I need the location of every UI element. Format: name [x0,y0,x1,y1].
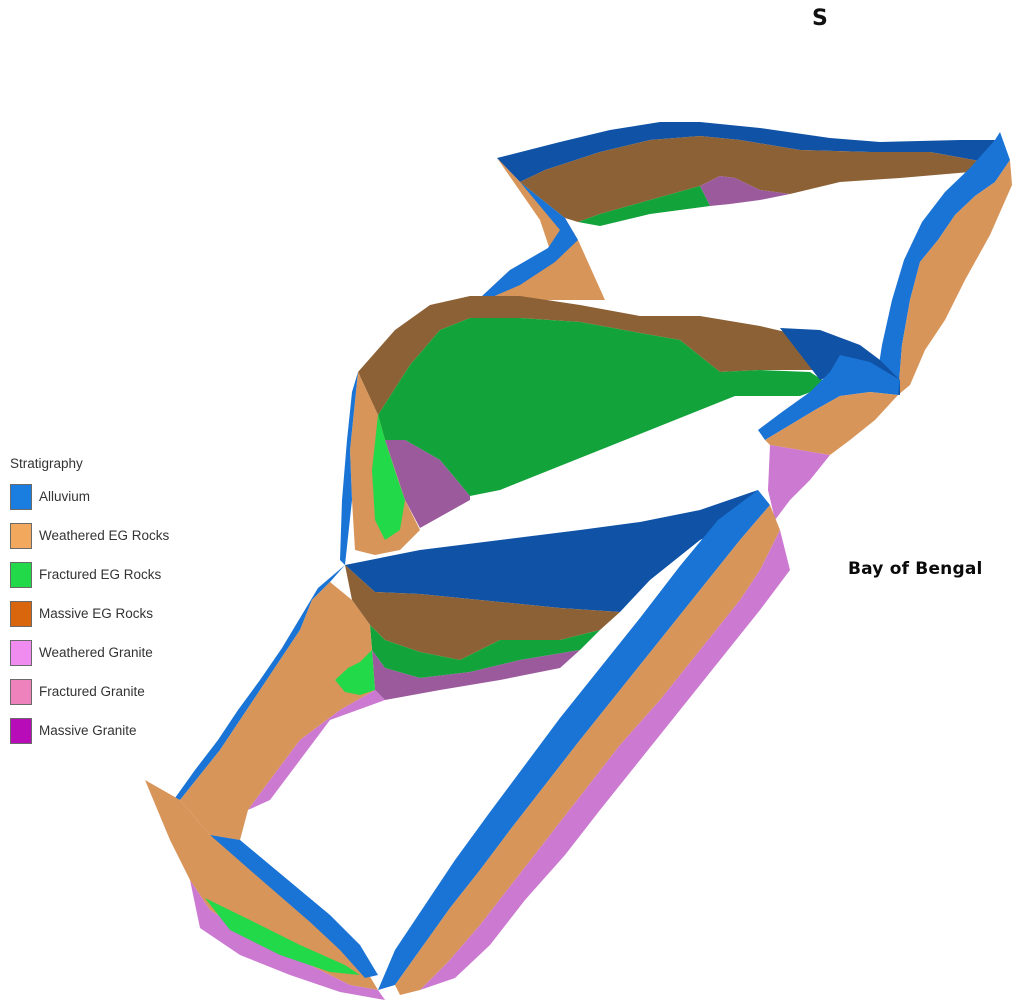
legend-swatch [10,678,32,705]
legend-item-weathered-granite: Weathered Granite [10,633,230,672]
alluvium-side-diagonal [378,490,770,990]
legend-label: Fractured EG Rocks [39,567,162,582]
fence-panel-middle [340,296,900,565]
legend-item-alluvium: Alluvium [10,477,230,516]
alluvium-side-north [480,182,578,298]
legend-label: Massive EG Rocks [39,606,154,621]
legend-swatch [10,717,32,744]
fence-panel-east-lower [758,355,900,520]
legend-item-weathered-eg-rocks: Weathered EG Rocks [10,516,230,555]
weathered-eg-top-south-middle [345,565,620,660]
fractured-eg-top-middle [378,318,830,496]
sea-label: Bay of Bengal [848,559,983,579]
fractured-eg-side-middle [372,415,405,540]
legend-swatch [10,483,32,510]
fractured-eg-side-west [335,650,375,695]
granite-top-south-middle [372,650,580,700]
legend-label: Massive Granite [39,723,137,738]
fence-panel-west [175,565,385,840]
alluvium-top-south-middle [345,490,760,612]
legend-label: Weathered EG Rocks [39,528,170,543]
alluvium-side-southwest [210,835,378,978]
granite-top-middle [385,440,470,528]
weathered-eg-side-east [898,160,1012,395]
granite-side-west [248,690,385,810]
weathered-eg-top-middle [358,296,850,415]
weathered-eg-side-east-lower [765,392,898,455]
weathered-eg-side-west [180,582,375,840]
fence-panel-southwest [145,780,385,1000]
stratigraphy-legend: Stratigraphy Alluvium Weathered EG Rocks… [10,456,230,750]
legend-swatch [10,639,32,666]
legend-item-massive-granite: Massive Granite [10,711,230,750]
alluvium-side-east-lower [758,355,900,440]
legend-swatch [10,522,32,549]
fence-panel-south-middle [345,490,760,700]
granite-side-east-lower [768,445,830,520]
legend-swatch [10,600,32,627]
granite-side-southwest [190,880,385,1000]
weathered-eg-side-diagonal [395,505,780,995]
legend-swatch [10,561,32,588]
weathered-eg-side-north [480,158,605,300]
fractured-eg-top-south-middle [370,625,600,678]
compass-direction: S [812,6,828,31]
legend-label: Fractured Granite [39,684,145,699]
legend-title: Stratigraphy [10,456,83,471]
legend-item-fractured-granite: Fractured Granite [10,672,230,711]
fence-panel-diagonal [378,490,790,995]
weathered-eg-top-north [520,136,985,222]
fractured-eg-top-north [578,186,710,226]
weathered-eg-side-southwest [145,780,378,990]
granite-top-north [700,176,790,206]
legend-label: Alluvium [39,489,91,504]
fractured-eg-side-southwest [205,898,360,975]
legend-label: Weathered Granite [39,645,153,660]
legend-item-fractured-eg-rocks: Fractured EG Rocks [10,555,230,594]
fence-panel-north [480,122,995,300]
legend-item-massive-eg-rocks: Massive EG Rocks [10,594,230,633]
alluvium-strip-north [497,122,995,182]
alluvium-side-middle [340,372,358,565]
